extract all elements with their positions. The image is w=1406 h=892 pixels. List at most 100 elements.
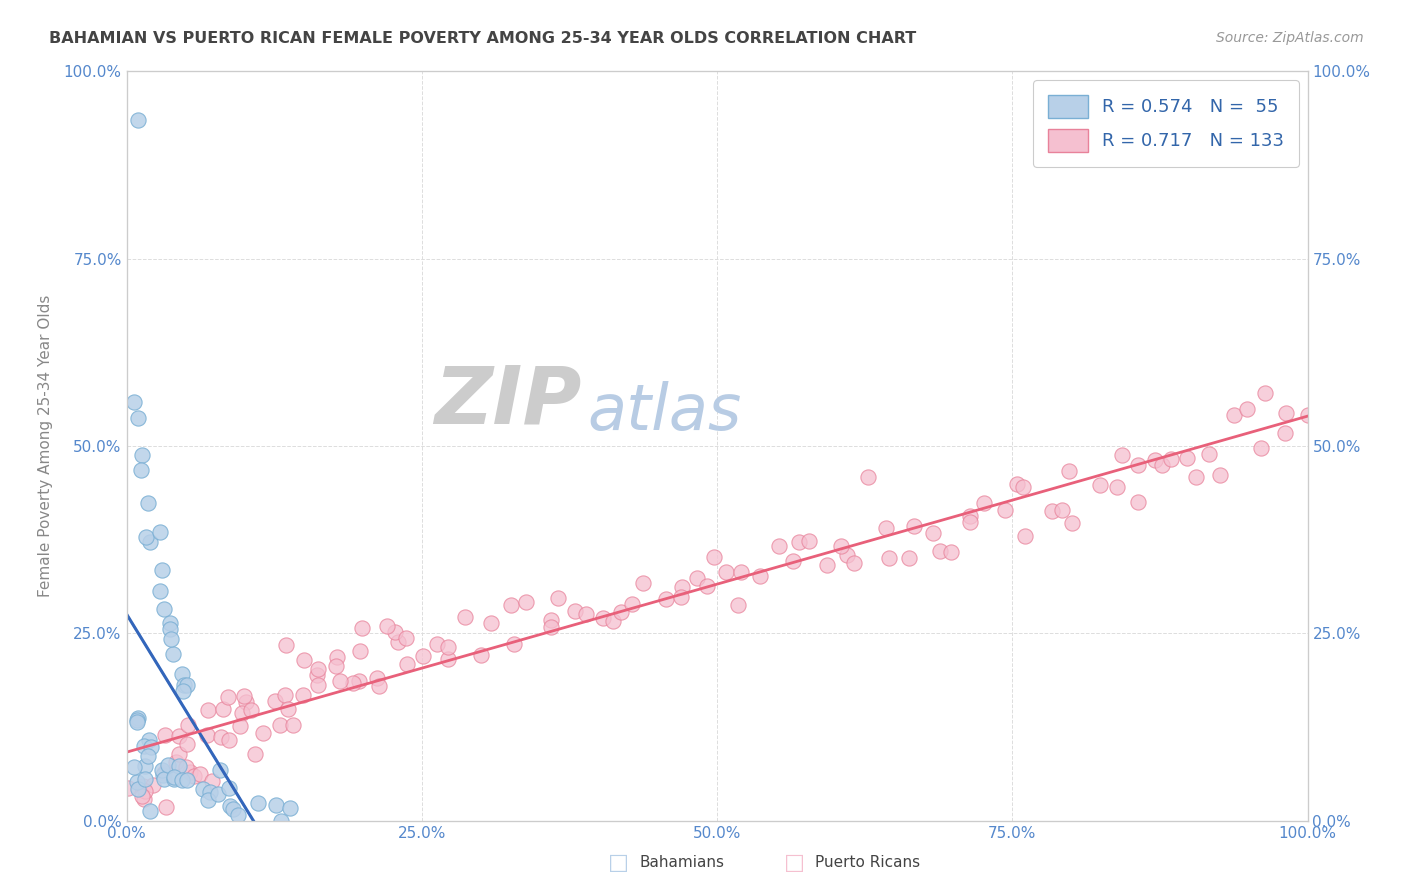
Point	[696, 579, 718, 593]
Point	[198, 784, 221, 798]
Text: □: □	[609, 853, 628, 872]
Point	[396, 657, 419, 671]
Point	[575, 607, 598, 621]
Point	[1144, 452, 1167, 467]
Text: atlas: atlas	[588, 381, 741, 443]
Point	[209, 763, 232, 777]
Point	[349, 644, 371, 658]
Point	[124, 395, 146, 409]
Point	[342, 676, 364, 690]
Point	[139, 535, 162, 549]
Point	[170, 772, 193, 787]
Point	[1185, 470, 1208, 484]
Point	[264, 797, 287, 812]
Point	[138, 804, 160, 818]
Point	[132, 739, 155, 753]
Point	[387, 635, 409, 649]
Point	[291, 688, 314, 702]
Point	[233, 690, 256, 704]
Point	[1250, 442, 1272, 456]
Point	[277, 702, 299, 716]
Point	[671, 580, 693, 594]
Point	[264, 694, 287, 708]
Point	[367, 679, 389, 693]
Point	[218, 781, 240, 796]
Point	[127, 112, 149, 127]
Point	[1012, 480, 1035, 494]
Point	[959, 509, 981, 524]
Point	[384, 624, 406, 639]
Point	[329, 673, 352, 688]
Point	[160, 632, 183, 646]
Point	[1254, 386, 1277, 401]
Point	[195, 727, 218, 741]
Point	[703, 550, 725, 565]
Text: Puerto Ricans: Puerto Ricans	[815, 855, 921, 870]
Point	[169, 747, 191, 761]
Point	[903, 519, 925, 533]
Point	[283, 718, 305, 732]
Point	[191, 782, 214, 797]
Point	[176, 737, 198, 751]
Point	[844, 557, 866, 571]
Point	[1059, 464, 1081, 478]
Point	[1275, 406, 1298, 420]
Point	[159, 615, 181, 630]
Point	[501, 599, 523, 613]
Point	[131, 789, 153, 804]
Point	[212, 702, 235, 716]
Point	[686, 571, 709, 585]
Point	[375, 619, 398, 633]
Point	[156, 757, 179, 772]
Point	[127, 781, 149, 796]
Point	[162, 770, 184, 784]
Point	[366, 671, 388, 685]
Point	[153, 766, 176, 780]
Point	[132, 779, 155, 793]
Point	[1128, 458, 1150, 472]
Point	[1150, 458, 1173, 472]
Point	[150, 563, 173, 577]
Point	[172, 684, 194, 698]
Point	[278, 800, 301, 814]
Point	[1177, 450, 1199, 465]
Point	[1128, 495, 1150, 509]
Point	[1223, 408, 1246, 422]
Point	[1014, 529, 1036, 543]
Point	[426, 637, 449, 651]
Point	[155, 800, 177, 814]
Point	[831, 539, 853, 553]
Point	[127, 410, 149, 425]
Point	[165, 755, 187, 769]
Point	[176, 677, 198, 691]
Text: ZIP: ZIP	[434, 362, 581, 440]
Point	[1005, 476, 1028, 491]
Point	[928, 544, 950, 558]
Point	[134, 772, 156, 786]
Point	[136, 495, 159, 509]
Point	[540, 613, 562, 627]
Point	[922, 525, 945, 540]
Text: Bahamians: Bahamians	[640, 855, 724, 870]
Point	[124, 760, 146, 774]
Point	[727, 598, 749, 612]
Point	[837, 548, 859, 562]
Point	[815, 558, 838, 572]
Point	[138, 733, 160, 747]
Point	[994, 502, 1017, 516]
Point	[270, 814, 292, 828]
Point	[540, 620, 562, 634]
Point	[245, 747, 267, 762]
Point	[479, 615, 502, 630]
Point	[1060, 516, 1083, 530]
Point	[173, 677, 195, 691]
Point	[177, 717, 200, 731]
Point	[136, 749, 159, 764]
Point	[453, 610, 475, 624]
Point	[207, 787, 229, 801]
Point	[131, 463, 153, 477]
Point	[150, 764, 173, 778]
Point	[347, 674, 370, 689]
Point	[437, 640, 460, 654]
Point	[239, 703, 262, 717]
